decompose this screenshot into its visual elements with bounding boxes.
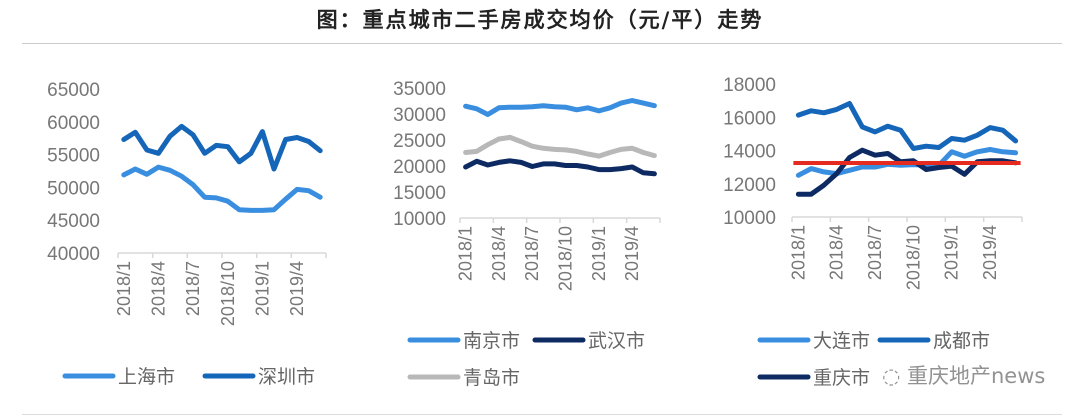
watermark: ◌ 重庆地产news [882, 364, 1046, 388]
x-tick-label: 2019/1 [252, 261, 272, 316]
y-tick-label: 60000 [47, 113, 100, 134]
series-line-武汉市 [463, 158, 657, 177]
panel-3: 18000 16000 14000 12000 10000 2018/1 2018/4 201… [723, 75, 1023, 389]
series-line-青岛市 [463, 134, 657, 159]
series-line-成都市 [795, 101, 1019, 151]
y-tick-label: 15000 [393, 183, 446, 204]
panel-2: 35000 30000 25000 20000 15000 10000 2018/1 2018… [393, 79, 661, 389]
x-tick-label: 2018/1 [114, 261, 134, 316]
legend-label: 成都市 [933, 330, 990, 352]
series-line-深圳市 [121, 123, 323, 172]
y-tick-label: 20000 [393, 157, 446, 178]
y-tick-label: 45000 [47, 211, 100, 232]
legend-label: 南京市 [463, 330, 520, 352]
panel-1: 65000 60000 55000 50000 45000 40000 2018/1 2018… [47, 80, 327, 388]
x-tick-label: 2019/1 [589, 226, 609, 281]
legend-label: 大连市 [813, 330, 870, 352]
y-tick-label: 10000 [393, 209, 446, 230]
x-tick-label: 2019/4 [622, 226, 642, 281]
watermark-text: 重庆地产news [907, 364, 1046, 388]
x-tick-label: 2018/7 [522, 226, 542, 281]
series-line-上海市 [121, 164, 323, 213]
y-tick-label: 65000 [47, 80, 100, 101]
y-tick-label: 10000 [723, 208, 776, 229]
y-tick-label: 50000 [47, 178, 100, 199]
x-tick-label: 2018/1 [788, 225, 808, 280]
y-tick-label: 30000 [393, 105, 446, 126]
x-tick-label: 2018/7 [865, 225, 885, 280]
legend-label: 深圳市 [258, 366, 315, 388]
chart-title: 图：重点城市二手房成交均价（元/平）走势 [316, 7, 764, 32]
y-tick-label: 18000 [723, 75, 776, 96]
x-tick-label: 2019/1 [942, 225, 962, 280]
y-tick-label: 40000 [47, 244, 100, 265]
x-tick-label: 2019/4 [287, 261, 307, 316]
bottom-divider [22, 414, 1062, 415]
x-tick-label: 2018/10 [556, 226, 576, 291]
x-tick-label: 2018/4 [148, 261, 168, 316]
x-tick-label: 2018/7 [183, 261, 203, 316]
legend-label: 青岛市 [463, 367, 520, 389]
x-tick-label: 2018/10 [903, 225, 923, 290]
y-tick-label: 25000 [393, 131, 446, 152]
y-tick-label: 35000 [393, 79, 446, 100]
title-divider [22, 43, 1062, 44]
legend-label: 重庆市 [813, 367, 870, 389]
x-tick-label: 2018/1 [456, 226, 476, 281]
x-tick-label: 2018/4 [827, 225, 847, 280]
y-tick-label: 14000 [723, 142, 776, 163]
x-tick-label: 2019/4 [980, 225, 1000, 280]
legend-label: 武汉市 [588, 330, 645, 352]
y-tick-label: 55000 [47, 146, 100, 167]
y-tick-label: 12000 [723, 175, 776, 196]
x-tick-label: 2018/4 [489, 226, 509, 281]
legend-label: 上海市 [118, 366, 175, 388]
y-tick-label: 16000 [723, 108, 776, 129]
series-line-南京市 [463, 98, 657, 117]
x-tick-label: 2018/10 [218, 261, 238, 326]
